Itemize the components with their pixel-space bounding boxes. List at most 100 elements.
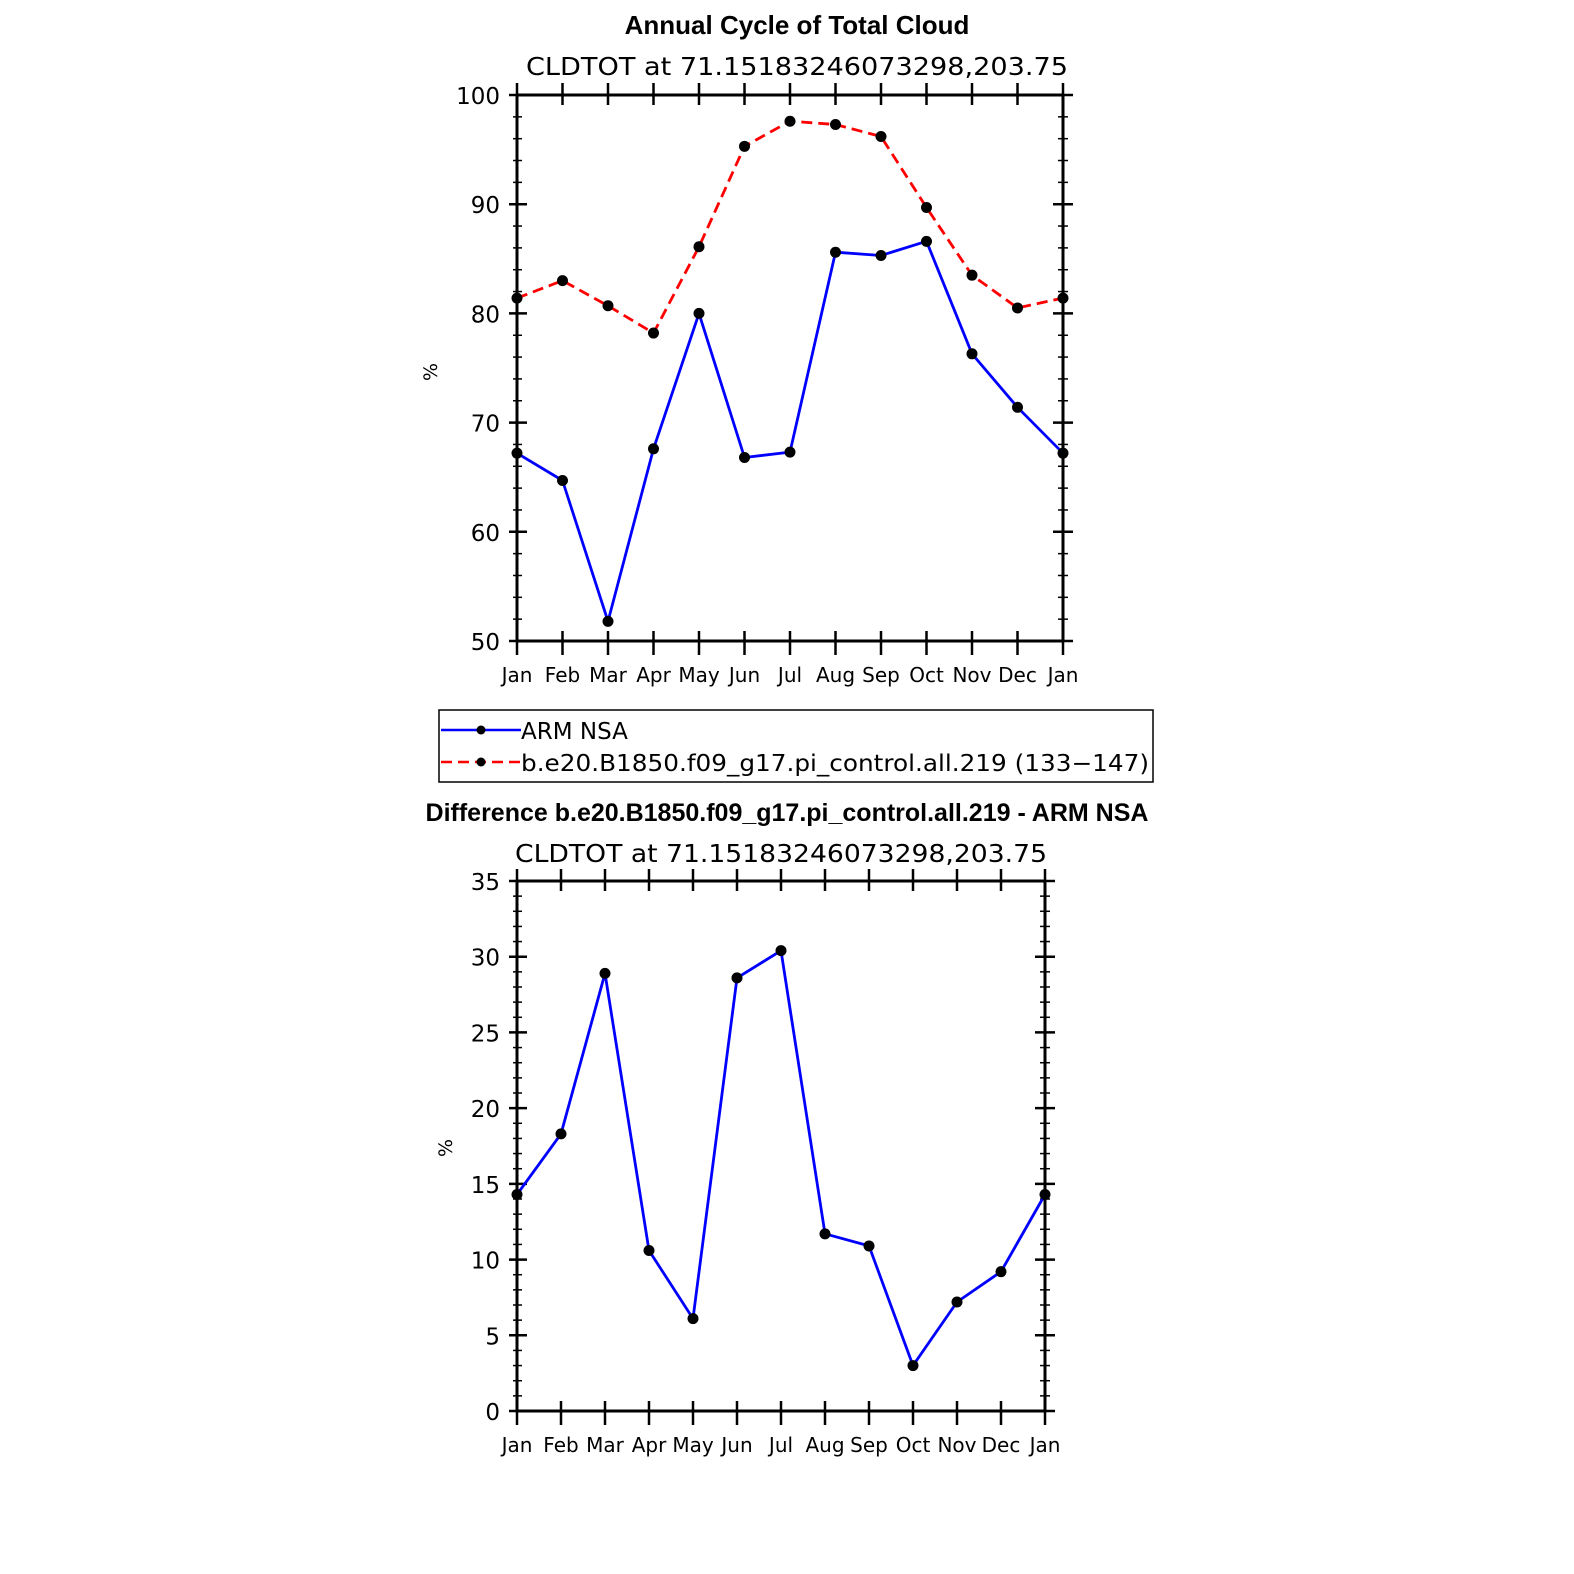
plot-frame <box>515 93 1065 643</box>
data-point <box>693 307 705 319</box>
x-tick-label: Jan <box>1028 1433 1061 1457</box>
x-tick-label: Dec <box>982 1433 1021 1457</box>
data-point <box>739 452 750 464</box>
legend-label-arm-nsa: ARM NSA <box>521 719 628 745</box>
data-point <box>602 300 614 312</box>
data-point <box>731 972 743 984</box>
data-point <box>1012 401 1023 413</box>
tick-group <box>509 83 1073 655</box>
y-tick-label: 30 <box>471 946 500 972</box>
annual-cycle-panel: Annual Cycle of Total Cloud CLDTOT at 71… <box>420 10 1078 687</box>
y-axis-label: % <box>420 363 442 381</box>
y-tick-label: 15 <box>471 1173 500 1199</box>
x-tick-labels: Jan Feb Mar Apr May Jun Jul Aug Sep Oct Nov Dec Jan <box>500 1433 1061 1457</box>
data-point <box>966 269 978 281</box>
x-tick-label: Jun <box>727 663 760 687</box>
data-point <box>907 1360 919 1372</box>
data-point <box>687 1313 699 1325</box>
y-tick-label: 0 <box>485 1400 500 1426</box>
y-tick-label: 25 <box>471 1021 500 1047</box>
legend-box <box>438 709 1154 783</box>
x-tick-label: Nov <box>937 1433 976 1457</box>
y-axis-label: % <box>435 1139 457 1157</box>
data-point <box>784 446 796 458</box>
y-tick-label: 35 <box>471 870 500 896</box>
data-point <box>921 201 932 213</box>
x-tick-label: Dec <box>998 663 1037 687</box>
series-group <box>511 945 1051 1372</box>
y-tick-label: 70 <box>471 412 500 438</box>
x-tick-label: Mar <box>589 663 628 687</box>
x-tick-label: Aug <box>816 663 855 687</box>
x-tick-label: Jul <box>776 663 802 687</box>
data-point <box>995 1266 1007 1278</box>
data-point <box>951 1296 963 1308</box>
y-tick-label: 100 <box>456 84 500 110</box>
data-point <box>1012 302 1023 314</box>
data-point <box>830 118 841 130</box>
y-tick-labels: 50 60 70 80 90 100 <box>456 84 500 656</box>
y-tick-labels: 0 5 10 15 20 25 30 35 <box>471 870 500 1426</box>
legend-marker-arm-nsa <box>476 725 486 735</box>
data-point <box>863 1240 875 1252</box>
x-tick-label: May <box>672 1433 714 1457</box>
data-point <box>643 1244 655 1256</box>
series-group <box>511 115 1069 627</box>
x-tick-label: Mar <box>586 1433 625 1457</box>
x-tick-label: May <box>678 663 720 687</box>
chart-title: Annual Cycle of Total Cloud <box>625 10 970 40</box>
data-point <box>599 967 611 979</box>
legend-marker-model <box>476 757 486 767</box>
data-point <box>966 348 978 360</box>
x-tick-label: Oct <box>909 663 944 687</box>
y-tick-label: 50 <box>471 630 500 656</box>
plot-frame <box>515 879 1047 1413</box>
data-point <box>875 250 887 262</box>
chart-subtitle: CLDTOT at 71.15183246073298,203.75 <box>526 52 1068 81</box>
x-tick-label: Jan <box>500 663 533 687</box>
x-tick-label: Jan <box>1046 663 1079 687</box>
x-tick-label: Sep <box>850 1433 888 1457</box>
y-tick-label: 80 <box>471 302 500 328</box>
x-tick-label: Jun <box>719 1433 752 1457</box>
x-tick-label: Oct <box>896 1433 931 1457</box>
y-tick-label: 5 <box>485 1324 500 1350</box>
x-tick-label: Jan <box>500 1433 533 1457</box>
x-tick-label: Apr <box>632 1433 667 1457</box>
data-point <box>557 275 568 287</box>
chart-title: Difference b.e20.B1850.f09_g17.pi_contro… <box>426 799 1149 827</box>
x-tick-label: Feb <box>543 1433 578 1457</box>
series-line-1 <box>516 119 1064 335</box>
series-line-0 <box>515 949 1047 1367</box>
x-tick-label: Feb <box>545 663 580 687</box>
y-tick-label: 20 <box>471 1097 500 1123</box>
data-point <box>775 945 787 957</box>
x-tick-label: Apr <box>636 663 671 687</box>
x-tick-labels: Jan Feb Mar Apr May Jun Jul Aug Sep Oct Nov Dec Jan <box>500 663 1079 687</box>
data-point <box>693 241 705 253</box>
x-tick-label: Nov <box>952 663 991 687</box>
data-point <box>875 130 887 142</box>
data-point <box>557 474 568 486</box>
data-point <box>921 235 932 247</box>
y-tick-label: 90 <box>471 193 500 219</box>
series-line-0 <box>516 239 1064 623</box>
data-point <box>819 1228 831 1240</box>
y-tick-label: 10 <box>471 1249 500 1275</box>
data-point <box>555 1128 567 1140</box>
difference-panel: Difference b.e20.B1850.f09_g17.pi_contro… <box>426 799 1149 1457</box>
data-point <box>648 443 659 455</box>
data-point <box>602 615 614 627</box>
data-point <box>830 246 841 258</box>
legend-label-model: b.e20.B1850.f09_g17.pi_control.all.219 (… <box>521 751 1149 777</box>
data-point <box>648 327 659 339</box>
chart-subtitle: CLDTOT at 71.15183246073298,203.75 <box>515 839 1047 868</box>
legend: ARM NSA b.e20.B1850.f09_g17.pi_control.a… <box>438 709 1154 783</box>
x-tick-label: Jul <box>767 1433 793 1457</box>
x-tick-label: Sep <box>862 663 900 687</box>
y-tick-label: 60 <box>471 521 500 547</box>
data-point <box>739 140 750 152</box>
x-tick-label: Aug <box>805 1433 844 1457</box>
data-point <box>784 115 796 127</box>
